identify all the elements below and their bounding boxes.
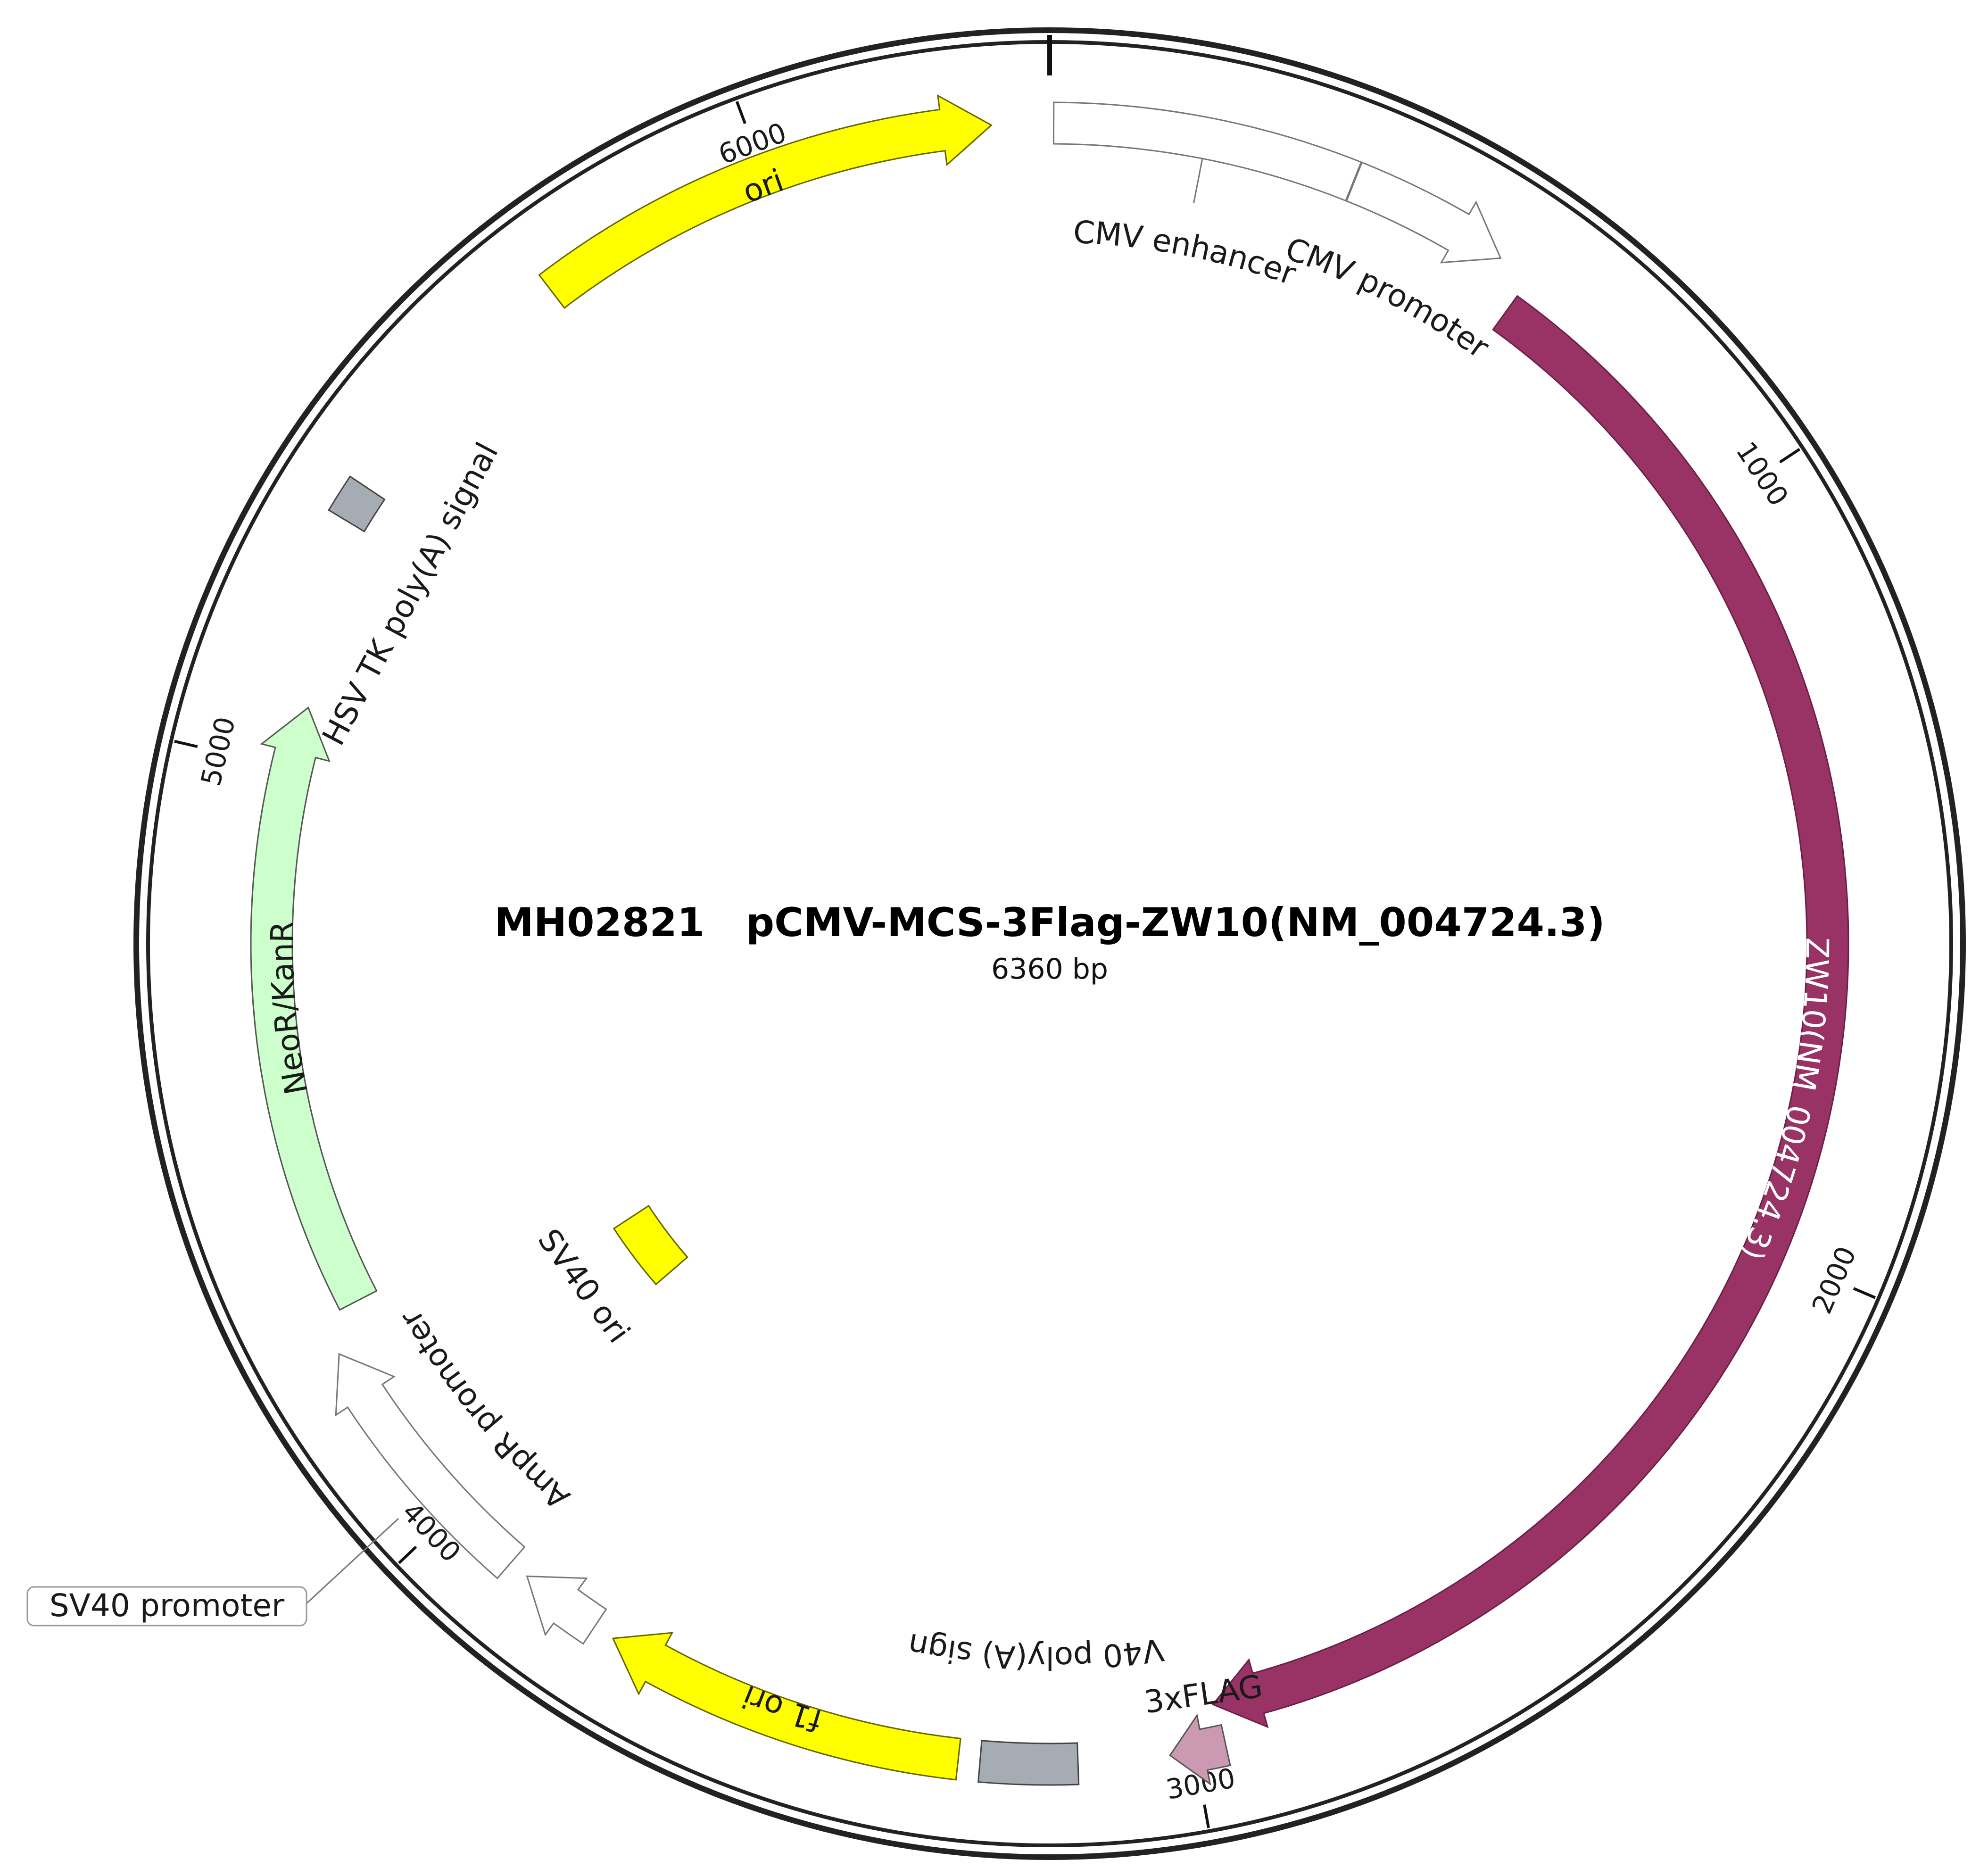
zw10-arc[interactable] [1211, 295, 1849, 1728]
tick-5000 [174, 739, 198, 748]
cmv-divider [1345, 162, 1362, 201]
tick-4000 [398, 1545, 417, 1564]
tick-6000 [735, 101, 746, 125]
hsv-tk-polya-label: HSV TK poly(A) signal [315, 437, 505, 751]
cmv-enhancer-arc[interactable] [1052, 101, 1362, 202]
sv40-promoter-callout[interactable]: SV40 promoter [26, 1518, 399, 1627]
plasmid-length: 6360 bp [991, 953, 1108, 986]
plasmid-title: MH02821 pCMV-MCS-3Flag-ZW10(NM_004724.3) [494, 899, 1605, 946]
neor-kanr-arc[interactable] [250, 706, 378, 1311]
ampr-promoter-arc[interactable] [335, 1353, 526, 1579]
3xflag-arc[interactable] [1169, 1713, 1231, 1786]
sv40-promoter-label: SV40 promoter [50, 1587, 285, 1624]
cmv-enhancer-label: CMV enhancer [1072, 214, 1301, 292]
cmv-enhancer-leader [1193, 158, 1203, 203]
hsv-tk-polya-arc[interactable] [328, 475, 386, 533]
tick-label-5000: 5000 [195, 714, 242, 789]
feature-arcs [250, 94, 1849, 1786]
ampr-promoter-small-arc[interactable] [526, 1575, 607, 1645]
ori-arc[interactable] [538, 94, 993, 309]
backbone-outer-ring [133, 27, 1966, 1860]
sv40-promoter-leader [306, 1518, 399, 1604]
tick-label-1000: 1000 [1730, 436, 1795, 512]
sv40-ori-label: SV40 ori [530, 1222, 637, 1350]
sv40-ori-arc[interactable] [613, 1204, 688, 1286]
tick-3000 [1203, 1804, 1210, 1828]
cmv-promoter-arc[interactable] [1345, 161, 1502, 264]
tick-label-2000: 2000 [1806, 1242, 1863, 1318]
sv40-polya-arc[interactable] [977, 1740, 1080, 1786]
sv40-promoter-box [26, 1586, 307, 1627]
tick-2000 [1853, 1287, 1876, 1299]
f1-ori-arc[interactable] [612, 1632, 961, 1781]
tick-1000 [1779, 448, 1801, 464]
